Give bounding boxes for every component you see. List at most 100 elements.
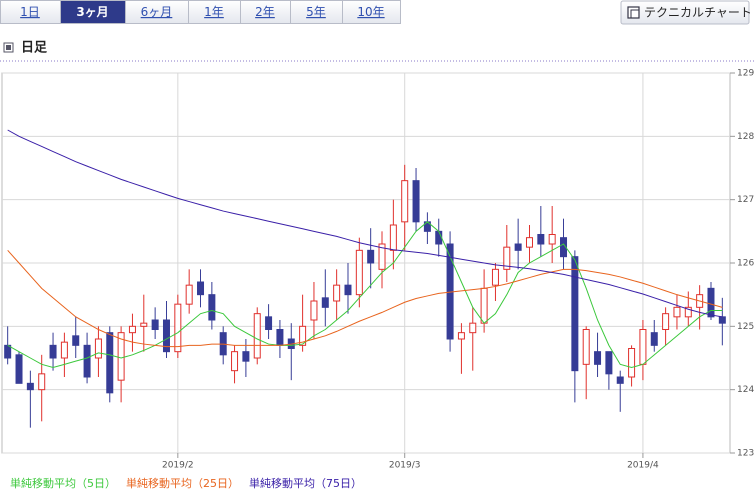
candle-body bbox=[367, 249, 375, 264]
candle-body bbox=[571, 256, 579, 372]
candle-body bbox=[469, 322, 477, 334]
candle-body bbox=[185, 284, 193, 305]
moving-average-line bbox=[7, 249, 723, 348]
candle-body bbox=[4, 344, 12, 359]
candle-body bbox=[231, 351, 239, 372]
period-tab[interactable]: 2年 bbox=[240, 0, 291, 24]
tab-label: 2年 bbox=[255, 5, 275, 19]
candle-body bbox=[673, 306, 681, 318]
candle-body bbox=[616, 376, 624, 384]
candle-body bbox=[38, 373, 46, 391]
candle-body bbox=[707, 287, 715, 318]
candle-body bbox=[265, 316, 273, 331]
candle-body bbox=[503, 246, 511, 270]
y-tick-label: 123 bbox=[737, 449, 754, 459]
candle-body bbox=[94, 338, 102, 359]
candle-body bbox=[208, 294, 216, 321]
tab-label: 6ヶ月 bbox=[141, 5, 173, 19]
candle-body bbox=[162, 319, 170, 353]
candle-body bbox=[106, 332, 114, 394]
candle-body bbox=[582, 329, 590, 365]
moving-average-line bbox=[7, 129, 723, 318]
candle-body bbox=[128, 325, 136, 334]
y-tick-label: 124 bbox=[737, 385, 754, 395]
candle-body bbox=[662, 313, 670, 330]
candle-body bbox=[174, 303, 182, 353]
period-tab[interactable]: 10年 bbox=[342, 0, 401, 24]
y-tick-label: 127 bbox=[737, 195, 754, 205]
period-tab[interactable]: 3ヶ月 bbox=[60, 0, 126, 24]
candle-body bbox=[718, 316, 726, 324]
candle-body bbox=[480, 287, 488, 324]
legend-entry: 単純移動平均（75日） bbox=[249, 476, 362, 490]
y-tick-label: 126 bbox=[737, 259, 754, 269]
moving-average-line bbox=[7, 221, 723, 369]
candle-body bbox=[253, 313, 261, 359]
section-title: 日足 bbox=[21, 41, 48, 56]
candle-body bbox=[605, 351, 613, 375]
candle-body bbox=[560, 237, 568, 258]
candle-body bbox=[276, 329, 284, 346]
candle-body bbox=[525, 237, 533, 248]
y-tick-label: 128 bbox=[737, 132, 754, 142]
candle-body bbox=[355, 249, 363, 296]
candle-body bbox=[491, 268, 499, 286]
period-tab[interactable]: 6ヶ月 bbox=[125, 0, 189, 24]
candle-body bbox=[344, 284, 352, 296]
technical-chart-button[interactable]: テクニカルチャート bbox=[620, 0, 752, 25]
candle-body bbox=[242, 351, 250, 362]
candle-body bbox=[594, 351, 602, 365]
candle-body bbox=[333, 284, 341, 302]
candle-body bbox=[49, 344, 57, 359]
legend-entry: 単純移動平均（5日） bbox=[10, 476, 116, 490]
candle-body bbox=[537, 234, 545, 245]
tab-label: 1年 bbox=[204, 5, 224, 19]
candle-body bbox=[548, 234, 556, 245]
button-frame bbox=[620, 0, 750, 25]
candle-body bbox=[639, 329, 647, 365]
candle-body bbox=[140, 322, 148, 327]
candle-body bbox=[378, 243, 386, 270]
candle-body bbox=[435, 230, 443, 245]
y-tick-label: 125 bbox=[737, 322, 754, 332]
candle-body bbox=[389, 224, 397, 251]
tab-label: 1日 bbox=[20, 5, 40, 19]
legend-entry: 単純移動平均（25日） bbox=[126, 476, 239, 490]
candle-body bbox=[412, 180, 420, 223]
candle-body bbox=[72, 335, 80, 346]
candle-body bbox=[151, 319, 159, 330]
button-icon bbox=[630, 9, 640, 19]
period-tabs: 1日 3ヶ月 6ヶ月 1年 2年 5年 10年 bbox=[0, 0, 401, 24]
candle-body bbox=[401, 180, 409, 223]
button-icon bbox=[627, 6, 640, 19]
candle-body bbox=[26, 382, 34, 391]
period-tab[interactable]: 1年 bbox=[188, 0, 241, 24]
tab-label: 3ヶ月 bbox=[76, 5, 108, 19]
x-tick-label: 2019/4 bbox=[627, 461, 659, 471]
candle-body bbox=[650, 332, 658, 346]
candle-body bbox=[197, 281, 205, 296]
x-tick-label: 2019/3 bbox=[389, 461, 421, 471]
candle-body bbox=[299, 325, 307, 346]
section-icon bbox=[6, 45, 11, 50]
chart: 123 124 125 126 127 128 129 2019/2 2019/3 2019/4 単… bbox=[1, 69, 754, 490]
candle-body bbox=[457, 332, 465, 340]
candle-body bbox=[310, 300, 318, 321]
button-label: テクニカルチャート bbox=[644, 6, 752, 20]
period-tab[interactable]: 5年 bbox=[290, 0, 343, 24]
candle-body bbox=[514, 243, 522, 251]
tab-label: 10年 bbox=[357, 5, 384, 19]
y-tick-label: 129 bbox=[737, 69, 754, 79]
x-tick-label: 2019/2 bbox=[162, 461, 194, 471]
candle-body bbox=[684, 306, 692, 318]
candle-body bbox=[15, 354, 23, 384]
tab-label: 5年 bbox=[306, 5, 326, 19]
candle-body bbox=[83, 344, 91, 378]
candle-body bbox=[60, 341, 68, 359]
candle-body bbox=[628, 348, 636, 378]
tab-background bbox=[342, 0, 401, 24]
period-tab[interactable]: 1日 bbox=[0, 0, 61, 24]
candle-body bbox=[117, 332, 125, 381]
candle-body bbox=[321, 297, 329, 308]
